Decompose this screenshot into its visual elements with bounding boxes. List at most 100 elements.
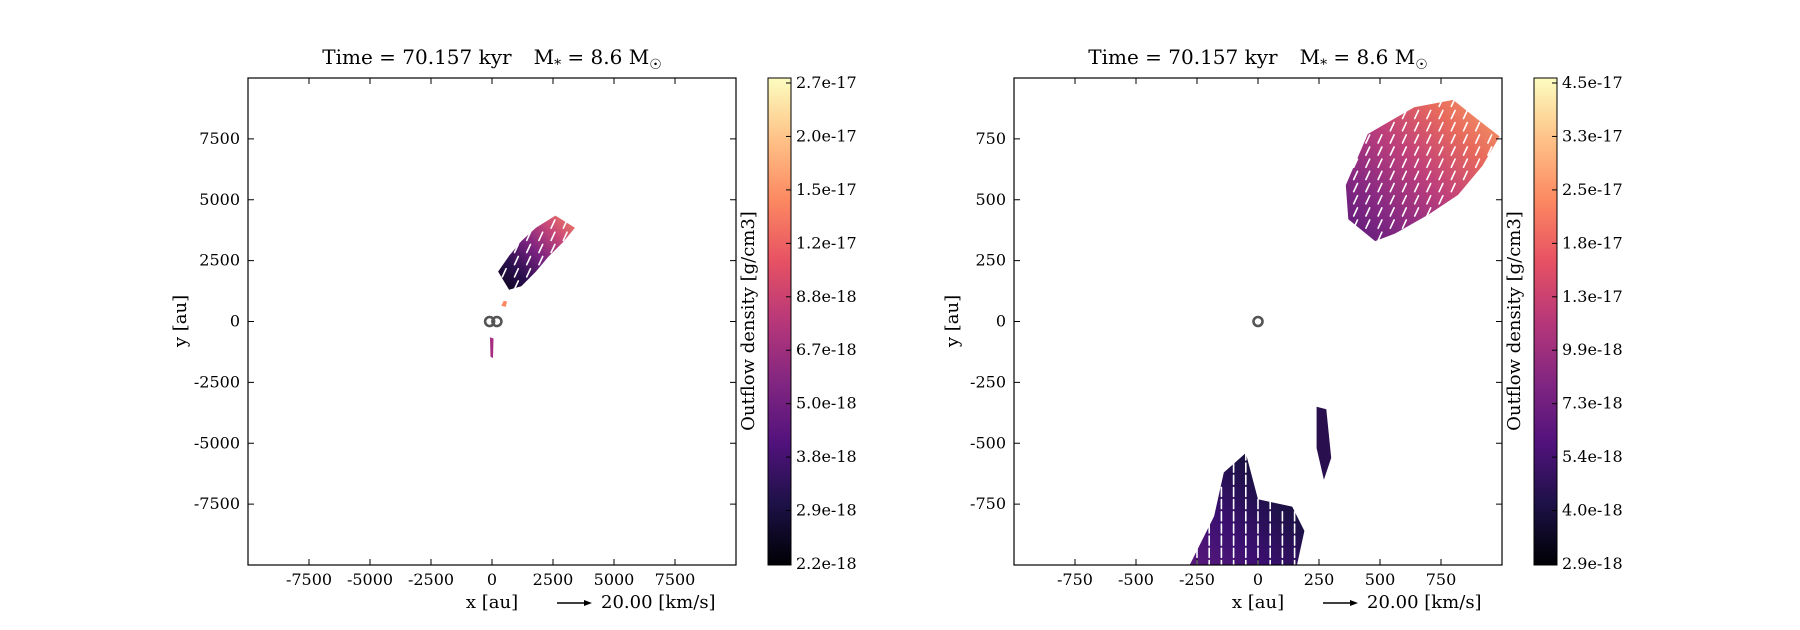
velocity-arrow <box>538 231 544 242</box>
x-axis-label: x [au] <box>466 592 518 613</box>
x-tick-label: -7500 <box>286 570 332 589</box>
vector-key: 20.00 [km/s] <box>557 592 716 613</box>
velocity-arrow <box>1352 182 1359 193</box>
velocity-arrow <box>1389 170 1395 181</box>
colorbar-tick-label: 3.8e-18 <box>796 447 857 466</box>
velocity-arrow <box>1401 134 1408 144</box>
colorbar-tick-label: 5.4e-18 <box>1562 447 1623 466</box>
velocity-arrow <box>562 219 568 229</box>
x-axis-ticks: -7500 -5000 -2500 0 2500 5000 7500 <box>286 78 695 589</box>
colorbar-tick-label: 2.0e-17 <box>796 126 857 145</box>
colorbar-tick-label: 6.7e-18 <box>796 340 857 359</box>
velocity-arrow <box>1474 121 1481 132</box>
x-tick-label: 250 <box>1304 570 1335 589</box>
velocity-arrow <box>1426 194 1432 205</box>
y-tick-label: -2500 <box>194 372 240 391</box>
southern-spur <box>490 337 494 358</box>
velocity-arrow <box>1365 182 1371 193</box>
velocity-arrow <box>1401 109 1408 120</box>
colorbar-ticks: 2.2e-18 2.9e-18 3.8e-18 5.0e-18 6.7e-18 8.8e-… <box>786 73 857 573</box>
south-lobe <box>1189 453 1305 565</box>
colorbar-gradient <box>1533 77 1558 566</box>
velocity-arrow <box>1389 121 1395 132</box>
x-tick-label: -2500 <box>408 570 454 589</box>
velocity-arrow <box>513 280 520 290</box>
y-tick-label: -500 <box>970 433 1006 452</box>
small-knot <box>501 300 508 307</box>
y-tick-label: 5000 <box>199 190 240 209</box>
velocity-vectors <box>1196 97 1493 565</box>
vector-key-label: 20.00 [km/s] <box>1367 592 1482 613</box>
velocity-arrow <box>1413 121 1420 132</box>
sink-particles <box>483 315 503 328</box>
velocity-arrow <box>1377 182 1383 193</box>
colorbar-tick-label: 5.0e-18 <box>796 394 857 413</box>
x-tick-label: 750 <box>1426 570 1457 589</box>
velocity-arrow <box>1426 182 1432 193</box>
colorbar-tick-label: 1.5e-17 <box>796 180 857 199</box>
x-tick-label: 0 <box>1253 570 1263 589</box>
velocity-arrow <box>1352 158 1359 169</box>
velocity-arrow <box>1389 158 1395 169</box>
velocity-arrow <box>1365 146 1371 156</box>
velocity-arrow <box>1352 194 1359 205</box>
velocity-arrow <box>1426 146 1432 156</box>
colorbar-tick-label: 1.3e-17 <box>1562 287 1623 306</box>
y-tick-label: -750 <box>970 494 1006 513</box>
velocity-arrow <box>1377 134 1383 144</box>
velocity-arrow <box>1474 158 1481 169</box>
velocity-arrow <box>1365 219 1371 229</box>
velocity-arrow <box>525 255 532 266</box>
velocity-arrow <box>1462 170 1469 181</box>
colorbar-tick-label: 7.3e-18 <box>1562 394 1623 413</box>
panel-title: Time = 70.157 kyr M* = 8.6 M☉ <box>1088 45 1428 73</box>
velocity-arrow <box>1450 109 1456 120</box>
colorbar-tick-label: 1.2e-17 <box>796 233 857 252</box>
colorbar-tick-label: 8.8e-18 <box>796 287 857 306</box>
colorbar: 2.2e-18 2.9e-18 3.8e-18 5.0e-18 6.7e-18 8.8e-… <box>738 73 857 573</box>
vector-key-arrowhead <box>584 600 592 606</box>
velocity-arrow <box>538 255 544 266</box>
y-tick-label: 750 <box>975 129 1006 148</box>
velocity-arrow <box>1426 170 1432 181</box>
velocity-arrow <box>1365 207 1371 217</box>
x-tick-label: 7500 <box>655 570 696 589</box>
y-tick-label: 250 <box>975 251 1006 270</box>
velocity-arrow <box>1413 134 1420 144</box>
vector-key: 20.00 [km/s] <box>1323 592 1482 613</box>
y-tick-label: 500 <box>975 190 1006 209</box>
velocity-arrow <box>1365 158 1371 169</box>
velocity-arrow <box>1377 146 1383 156</box>
colorbar: 2.9e-18 4.0e-18 5.4e-18 7.3e-18 9.9e-18 1.3e-… <box>1504 73 1623 573</box>
x-tick-label: -5000 <box>347 570 393 589</box>
velocity-arrow <box>1462 134 1469 144</box>
colorbar-tick-label: 2.9e-18 <box>1562 554 1623 573</box>
velocity-arrow <box>1438 194 1444 205</box>
colorbar-tick-label: 3.3e-17 <box>1562 126 1623 145</box>
velocity-arrow <box>1426 109 1432 120</box>
velocity-arrow <box>501 267 507 278</box>
velocity-arrow <box>1389 219 1395 229</box>
velocity-arrow <box>1377 207 1383 217</box>
velocity-arrow <box>1450 121 1456 132</box>
velocity-arrow <box>525 231 532 242</box>
velocity-arrow <box>1438 109 1444 120</box>
x-tick-label: 0 <box>487 570 497 589</box>
velocity-arrow <box>1401 146 1408 156</box>
colorbar-tick-label: 1.8e-17 <box>1562 233 1623 252</box>
outflow-density-field <box>1189 99 1500 565</box>
velocity-arrow <box>1413 170 1420 181</box>
velocity-arrow <box>1462 109 1469 120</box>
velocity-arrow <box>550 243 556 254</box>
panel-right: Time = 70.157 kyr M* = 8.6 M☉ -750 -500 -25… <box>942 45 1623 613</box>
velocity-arrow <box>1438 146 1444 156</box>
y-axis-ticks: -7500 -5000 -2500 0 2500 5000 7500 <box>194 129 736 513</box>
velocity-arrow <box>1389 146 1395 156</box>
y-axis-ticks: -750 -500 -250 0 250 500 750 <box>970 129 1502 513</box>
velocity-arrow <box>1389 207 1395 217</box>
velocity-arrow <box>1438 170 1444 181</box>
velocity-arrow <box>1487 146 1493 156</box>
sink-particles <box>1252 315 1264 328</box>
northeast-lobe <box>1345 99 1500 242</box>
velocity-arrow <box>562 231 568 242</box>
